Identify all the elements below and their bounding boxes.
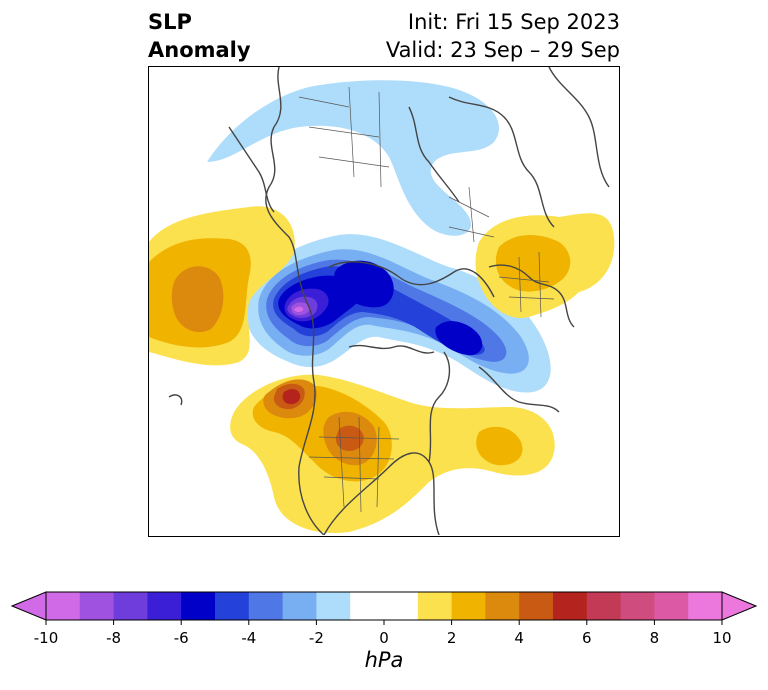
colorbar-tick-label: 4 bbox=[514, 629, 524, 647]
colorbar-segment bbox=[451, 592, 486, 620]
colorbar-segment bbox=[553, 592, 588, 620]
title-field-name: SLP bbox=[148, 10, 192, 34]
colorbar-segment bbox=[282, 592, 317, 620]
colorbar-segments bbox=[46, 592, 723, 620]
coastlines bbox=[168, 67, 610, 535]
colorbar-tick-label: -8 bbox=[106, 629, 121, 647]
colorbar-segment bbox=[350, 592, 419, 620]
colorbar-tick-label: -10 bbox=[34, 629, 59, 647]
colorbar-segment bbox=[316, 592, 351, 620]
colorbar-segment bbox=[113, 592, 148, 620]
colorbar-tick-label: -4 bbox=[241, 629, 256, 647]
colorbar-tick-label: 2 bbox=[447, 629, 457, 647]
colorbar-segment bbox=[620, 592, 655, 620]
colorbar-tick-label: 8 bbox=[650, 629, 660, 647]
colorbar-segment bbox=[248, 592, 284, 620]
colorbar-segment bbox=[586, 592, 622, 620]
colorbar-tick-label: 6 bbox=[582, 629, 592, 647]
colorbar-segment bbox=[46, 592, 81, 620]
colorbar-segment bbox=[215, 592, 250, 620]
colorbar-tick-label: 0 bbox=[379, 629, 389, 647]
negative-anomaly-atlantic bbox=[207, 80, 499, 236]
title-right: Init: Fri 15 Sep 2023 Valid: 23 Sep – 29… bbox=[386, 8, 620, 64]
title-left: SLP Anomaly bbox=[148, 8, 251, 64]
colorbar: -10 -8 -6 -4 -2 0 2 4 6 8 10 bbox=[10, 591, 758, 647]
colorbar-segment bbox=[79, 592, 115, 620]
political-borders bbox=[298, 86, 555, 513]
colorbar-segment bbox=[485, 592, 520, 620]
colorbar-extend-high bbox=[721, 591, 758, 621]
positive-anomaly-north-america bbox=[230, 374, 555, 533]
slp-anomaly-map bbox=[149, 67, 615, 535]
colorbar-extend-low bbox=[10, 591, 47, 621]
init-date-label: Init: Fri 15 Sep 2023 bbox=[407, 10, 620, 34]
positive-anomaly-europe bbox=[475, 213, 615, 318]
colorbar-segment bbox=[147, 592, 182, 620]
title-field-type: Anomaly bbox=[148, 38, 251, 62]
positive-anomaly-north-pacific bbox=[149, 206, 295, 366]
colorbar-ticks: -10 -8 -6 -4 -2 0 2 4 6 8 10 bbox=[34, 620, 732, 647]
colorbar-segment bbox=[181, 592, 216, 620]
negative-anomaly-arctic bbox=[244, 234, 551, 393]
colorbar-tick-label: -2 bbox=[309, 629, 324, 647]
map-panel bbox=[148, 66, 620, 537]
colorbar-unit-label: hPa bbox=[364, 648, 404, 672]
colorbar-tick-label: 10 bbox=[712, 629, 731, 647]
colorbar-segment bbox=[519, 592, 554, 620]
valid-range-label: Valid: 23 Sep – 29 Sep bbox=[385, 38, 620, 62]
colorbar-tick-label: -6 bbox=[174, 629, 189, 647]
colorbar-segment bbox=[688, 592, 723, 620]
colorbar-segment bbox=[417, 592, 453, 620]
colorbar-segment bbox=[654, 592, 689, 620]
